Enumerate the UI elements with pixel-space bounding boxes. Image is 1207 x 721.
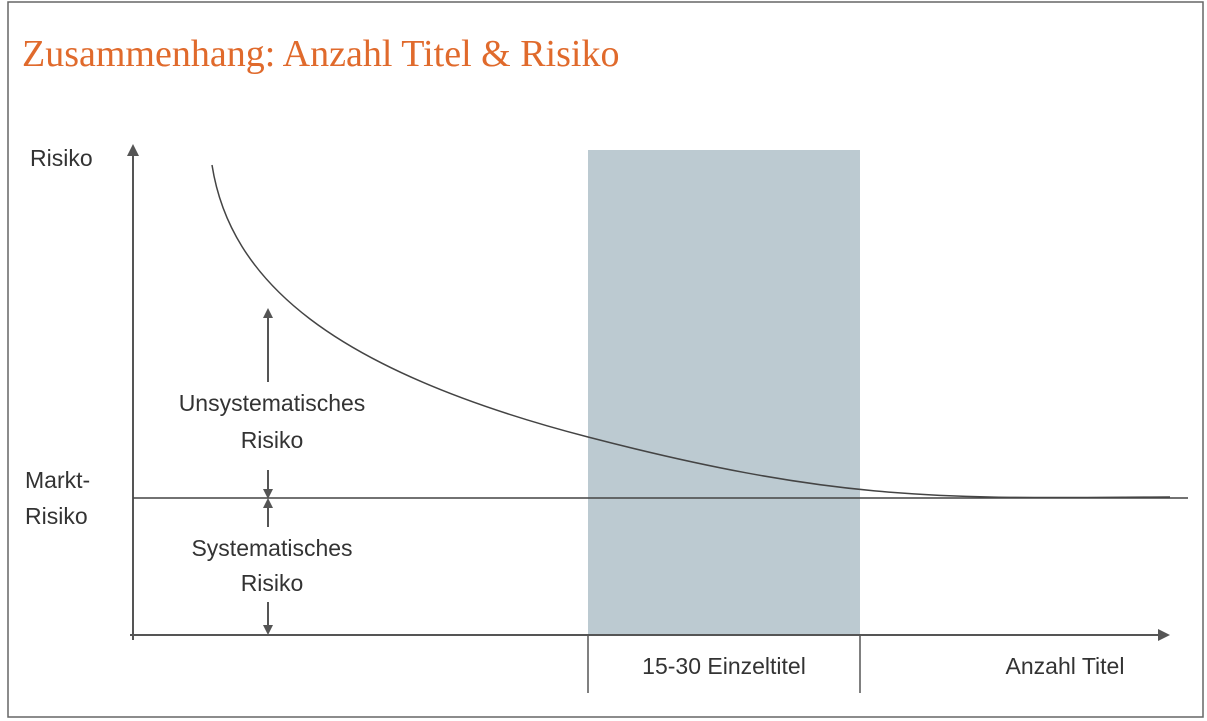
frame xyxy=(7,1,1204,718)
systematic-label: Systematisches xyxy=(191,535,352,561)
title: Zusammenhang: Anzahl Titel & Risiko xyxy=(22,33,619,75)
systematic-label: Risiko xyxy=(241,570,304,596)
range-band xyxy=(588,150,860,635)
market-risk-label: Risiko xyxy=(25,503,88,529)
risk-curve xyxy=(211,164,1171,499)
range-label: 15-30 Einzeltitel xyxy=(642,653,806,679)
x-axis-label: Anzahl Titel xyxy=(1006,653,1125,679)
unsystematic-label: Risiko xyxy=(241,427,304,453)
y-axis-label: Risiko xyxy=(30,145,93,171)
market-risk-label: Markt- xyxy=(25,467,90,493)
unsystematic-label: Unsystematisches xyxy=(179,390,366,416)
